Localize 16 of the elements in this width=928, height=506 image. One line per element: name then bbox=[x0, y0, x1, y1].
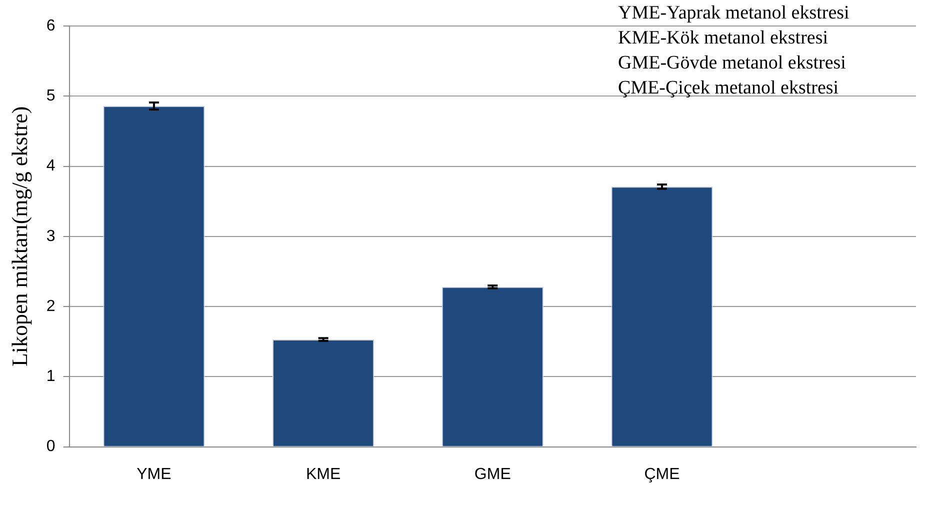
y-tick-label: 5 bbox=[46, 88, 56, 105]
annotation: KME-Kök metanol ekstresi bbox=[618, 27, 828, 48]
text: YME-Yaprak metanol ekstresi bbox=[618, 2, 850, 24]
y-tick-label: 1 bbox=[46, 368, 56, 386]
y-tick-label: 4 bbox=[46, 158, 56, 175]
y-tick-label: 6 bbox=[46, 17, 56, 34]
x-tick-label: YME bbox=[136, 466, 172, 483]
annotation: ÇME-Çiçek metanol ekstresi bbox=[618, 77, 839, 98]
x-tick-label: ÇME bbox=[644, 466, 680, 483]
x-tick-label: KME bbox=[306, 466, 341, 483]
y-tick-label: 3 bbox=[46, 228, 56, 245]
y-tick-label: 2 bbox=[46, 298, 56, 315]
annotation: GME-Gövde metanol ekstresi bbox=[618, 52, 846, 74]
y-axis-title: Likopen miktarı(mg/g ekstre) bbox=[6, 106, 32, 367]
x-tick-label: GME bbox=[474, 466, 511, 483]
y-tick-label: 0 bbox=[46, 438, 56, 456]
